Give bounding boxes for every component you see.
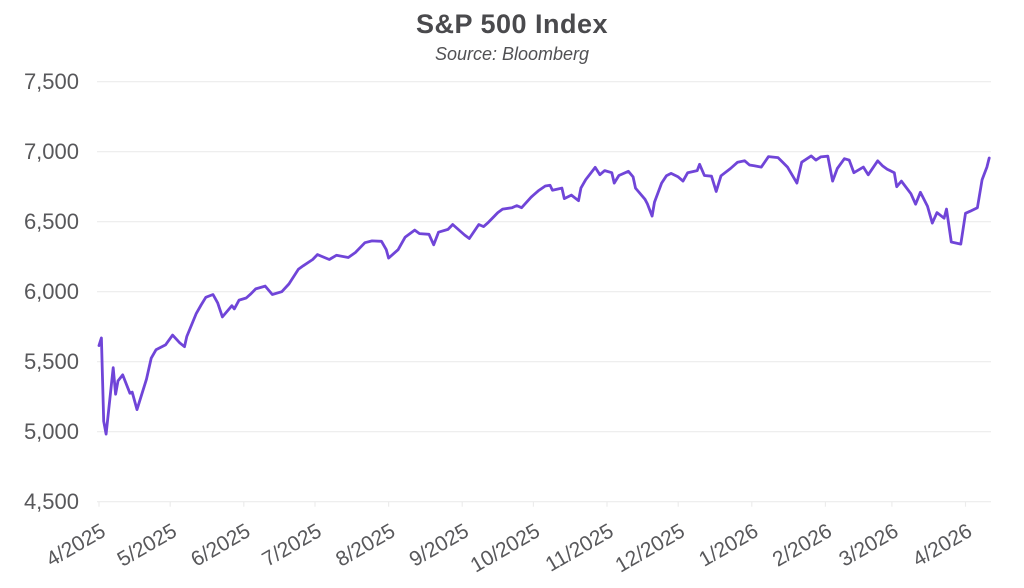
x-axis-label: 1/2026 [695, 519, 762, 571]
x-axis-label: 4/2025 [42, 519, 109, 571]
y-axis-label: 6,500 [24, 209, 79, 234]
y-axis-label: 7,500 [24, 69, 79, 94]
sp500-price-line [97, 154, 991, 436]
y-axis-label: 5,000 [24, 419, 79, 444]
y-axis-label: 5,500 [24, 349, 79, 374]
x-axis-label: 5/2025 [114, 519, 181, 571]
x-axis-label: 7/2025 [258, 519, 325, 571]
y-axis-label: 7,000 [24, 139, 79, 164]
x-axis-label: 2/2026 [769, 519, 836, 571]
x-axis-label: 4/2026 [909, 519, 976, 571]
x-axis-label: 6/2025 [187, 519, 254, 571]
x-axis-label: 11/2025 [542, 519, 618, 576]
x-axis-label: 9/2025 [406, 519, 473, 571]
chart-subtitle: Source: Bloomberg [434, 44, 590, 64]
x-axis-label: 3/2026 [835, 519, 902, 571]
y-axis-label: 4,500 [24, 489, 79, 514]
chart-title: S&P 500 Index [415, 9, 609, 39]
x-axis-label: 8/2025 [332, 519, 399, 571]
y-axis-label: 6,000 [24, 279, 79, 304]
x-axis-label: 12/2025 [611, 519, 688, 577]
x-axis-label: 10/2025 [467, 519, 544, 577]
